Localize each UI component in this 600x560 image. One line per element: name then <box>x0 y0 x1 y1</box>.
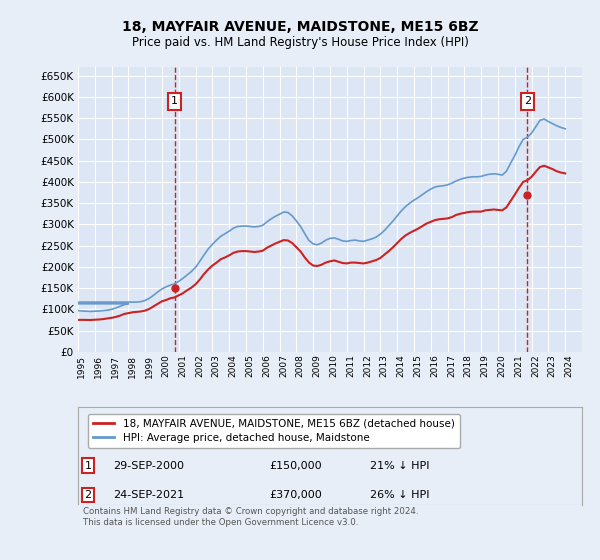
Text: 2010: 2010 <box>329 354 338 377</box>
Text: 2018: 2018 <box>464 354 473 377</box>
Text: 2021: 2021 <box>514 354 523 377</box>
Text: 2006: 2006 <box>262 354 271 377</box>
Text: 24-SEP-2021: 24-SEP-2021 <box>113 490 184 500</box>
Text: Price paid vs. HM Land Registry's House Price Index (HPI): Price paid vs. HM Land Registry's House … <box>131 36 469 49</box>
Text: 2001: 2001 <box>178 354 187 377</box>
Text: 1996: 1996 <box>94 354 103 377</box>
Text: 1999: 1999 <box>145 354 154 377</box>
Text: £370,000: £370,000 <box>269 490 322 500</box>
Text: 1995: 1995 <box>77 354 86 377</box>
Text: 26% ↓ HPI: 26% ↓ HPI <box>370 490 430 500</box>
Text: 2008: 2008 <box>296 354 305 377</box>
Text: 2003: 2003 <box>212 354 221 377</box>
Text: 2019: 2019 <box>481 354 490 377</box>
Text: 2: 2 <box>85 490 92 500</box>
Text: 29-SEP-2000: 29-SEP-2000 <box>113 460 184 470</box>
Text: 2013: 2013 <box>380 354 389 377</box>
Text: Contains HM Land Registry data © Crown copyright and database right 2024.
This d: Contains HM Land Registry data © Crown c… <box>83 507 419 526</box>
Text: 2005: 2005 <box>245 354 254 377</box>
Text: 1: 1 <box>85 460 92 470</box>
Text: 2017: 2017 <box>447 354 456 377</box>
Text: 21% ↓ HPI: 21% ↓ HPI <box>370 460 430 470</box>
Text: 1: 1 <box>171 96 178 106</box>
Text: 2009: 2009 <box>313 354 322 377</box>
Text: 2015: 2015 <box>413 354 422 377</box>
Text: 2022: 2022 <box>531 354 540 377</box>
Text: 2023: 2023 <box>548 354 557 377</box>
Text: 2012: 2012 <box>363 354 372 377</box>
Legend: 18, MAYFAIR AVENUE, MAIDSTONE, ME15 6BZ (detached house), HPI: Average price, de: 18, MAYFAIR AVENUE, MAIDSTONE, ME15 6BZ … <box>88 414 460 448</box>
Text: 2011: 2011 <box>346 354 355 377</box>
Text: 1997: 1997 <box>111 354 120 377</box>
Text: 2002: 2002 <box>195 354 204 377</box>
Text: 2007: 2007 <box>279 354 288 377</box>
Text: 2000: 2000 <box>161 354 170 377</box>
Text: 1998: 1998 <box>128 354 137 377</box>
Text: 2020: 2020 <box>497 354 506 377</box>
Text: 2: 2 <box>524 96 531 106</box>
Text: 2004: 2004 <box>229 354 238 377</box>
Text: 18, MAYFAIR AVENUE, MAIDSTONE, ME15 6BZ: 18, MAYFAIR AVENUE, MAIDSTONE, ME15 6BZ <box>122 20 478 34</box>
Text: 2016: 2016 <box>430 354 439 377</box>
Text: £150,000: £150,000 <box>269 460 322 470</box>
Text: 2024: 2024 <box>565 354 574 377</box>
Text: 2014: 2014 <box>397 354 406 377</box>
